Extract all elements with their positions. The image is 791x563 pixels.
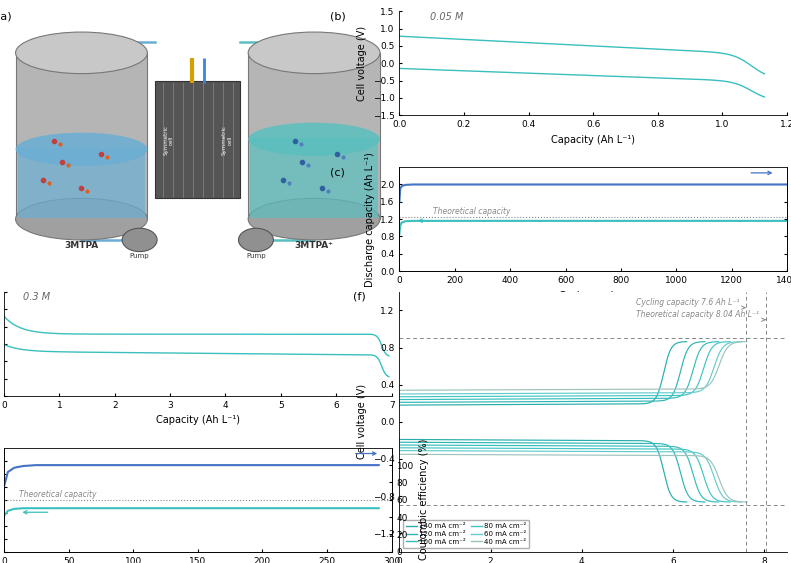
- Ellipse shape: [16, 133, 147, 166]
- Bar: [17, 148, 146, 218]
- Text: 3MTPA⁺: 3MTPA⁺: [295, 241, 334, 250]
- Legend: 140 mA cm⁻², 120 mA cm⁻², 100 mA cm⁻², 80 mA cm⁻², 60 mA cm⁻², 40 mA cm⁻²: 140 mA cm⁻², 120 mA cm⁻², 100 mA cm⁻², 8…: [403, 520, 529, 548]
- Circle shape: [122, 228, 157, 252]
- Text: (b): (b): [330, 11, 346, 21]
- Text: Symmetric
cell: Symmetric cell: [221, 125, 233, 155]
- Y-axis label: Cell voltage (V): Cell voltage (V): [357, 385, 367, 459]
- Text: Theoretical capacity: Theoretical capacity: [433, 207, 510, 216]
- Ellipse shape: [16, 198, 147, 240]
- Circle shape: [239, 228, 274, 252]
- Text: Cycling capacity 7.6 Ah L⁻¹: Cycling capacity 7.6 Ah L⁻¹: [636, 298, 739, 307]
- Text: 0.05 M: 0.05 M: [430, 12, 464, 21]
- Y-axis label: Coulombic efficiency (%): Coulombic efficiency (%): [419, 439, 430, 560]
- Bar: [16, 53, 147, 219]
- X-axis label: Cycle number: Cycle number: [559, 291, 627, 301]
- X-axis label: Capacity (Ah L⁻¹): Capacity (Ah L⁻¹): [551, 135, 635, 145]
- Bar: [250, 138, 378, 218]
- Ellipse shape: [16, 32, 147, 74]
- Bar: [248, 53, 380, 219]
- Text: 3MTPA: 3MTPA: [64, 241, 99, 250]
- X-axis label: Capacity (Ah L⁻¹): Capacity (Ah L⁻¹): [156, 415, 240, 425]
- Text: Theoretical capacity: Theoretical capacity: [20, 490, 97, 499]
- Y-axis label: Cell voltage (V): Cell voltage (V): [357, 26, 367, 101]
- Text: (f): (f): [353, 292, 365, 302]
- Text: Pump: Pump: [246, 253, 266, 259]
- Text: Theoretical capacity 8.04 Ah L⁻¹: Theoretical capacity 8.04 Ah L⁻¹: [636, 310, 759, 319]
- Ellipse shape: [248, 123, 380, 156]
- Ellipse shape: [248, 198, 380, 240]
- Text: (a): (a): [0, 11, 12, 21]
- Text: Symmetric
cell: Symmetric cell: [163, 125, 174, 155]
- FancyBboxPatch shape: [155, 82, 240, 198]
- Text: 0.3 M: 0.3 M: [24, 292, 51, 302]
- Text: (c): (c): [330, 167, 344, 177]
- Y-axis label: Discharge capacity (Ah L⁻¹): Discharge capacity (Ah L⁻¹): [365, 151, 375, 287]
- Ellipse shape: [248, 32, 380, 74]
- Text: Pump: Pump: [130, 253, 149, 259]
